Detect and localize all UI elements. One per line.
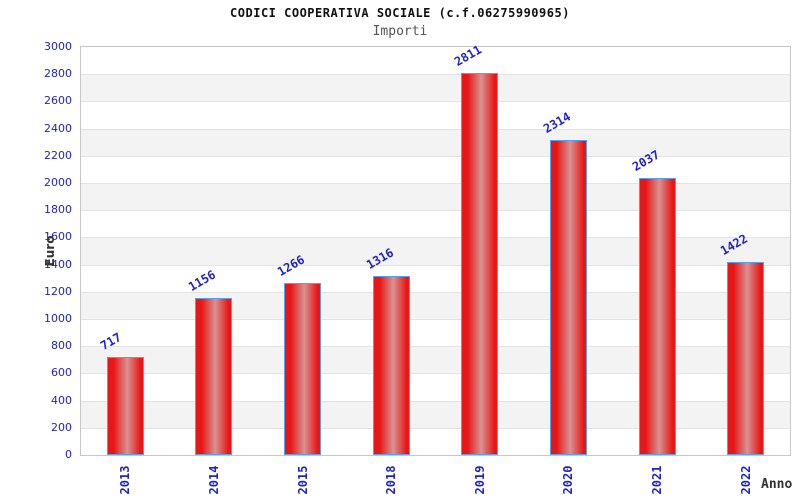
- bar-2020: [550, 140, 587, 455]
- gridline: [81, 427, 790, 429]
- plot-band: [81, 237, 790, 265]
- x-tick-label: 2013: [118, 465, 133, 495]
- bar-2015: [284, 283, 321, 455]
- bar-2018: [373, 276, 410, 455]
- gridline: [81, 264, 790, 266]
- y-tick-label: 1400: [44, 257, 72, 271]
- plot-band: [81, 400, 790, 428]
- chart-title: CODICI COOPERATIVA SOCIALE (c.f.06275990…: [230, 6, 570, 20]
- y-axis-label: Euro: [43, 235, 57, 267]
- plot-band: [81, 346, 790, 374]
- y-tick-label: 400: [51, 393, 72, 407]
- x-tick-label: 2014: [206, 465, 221, 495]
- x-tick-label: 2015: [295, 465, 310, 495]
- gridline: [81, 400, 790, 402]
- y-tick-label: 1000: [44, 312, 72, 325]
- gridline: [81, 373, 790, 375]
- y-tick-label: 0: [65, 448, 72, 461]
- bar-2022: [727, 262, 764, 455]
- y-tick-label: 800: [51, 339, 72, 353]
- bar-2019: [461, 73, 498, 455]
- y-tick-label: 2000: [44, 176, 72, 189]
- x-tick-label: 2022: [738, 465, 753, 495]
- x-axis-label: Anno: [761, 477, 793, 492]
- x-tick-label: 2019: [472, 465, 487, 495]
- y-tick-label: 200: [51, 420, 72, 434]
- y-tick-label: 2600: [44, 94, 72, 108]
- y-tick-label: 2400: [44, 121, 72, 135]
- y-tick-label: 600: [51, 366, 72, 380]
- gridline: [81, 101, 790, 103]
- x-tick-label: 2020: [561, 465, 576, 495]
- bar-2013: [107, 357, 144, 455]
- y-tick-label: 2800: [44, 67, 72, 81]
- gridline: [81, 128, 790, 130]
- y-tick-label: 2200: [44, 148, 72, 162]
- plot-band: [81, 128, 790, 156]
- gridline: [81, 319, 790, 320]
- bar-2021: [639, 178, 676, 455]
- plot-band: [81, 74, 790, 102]
- gridline: [81, 346, 790, 348]
- plot-band: [81, 291, 790, 319]
- gridline: [81, 291, 790, 293]
- gridline: [81, 210, 790, 212]
- gridline: [81, 183, 790, 184]
- x-tick-label: 2021: [650, 465, 665, 495]
- x-tick-label: 2018: [384, 465, 399, 495]
- y-tick-label: 1800: [44, 203, 72, 217]
- y-tick-label: 1200: [44, 284, 72, 298]
- plot-band: [81, 183, 790, 211]
- gridline: [81, 237, 790, 239]
- bar-2014: [195, 298, 232, 455]
- gridline: [81, 74, 790, 76]
- gridline: [81, 155, 790, 157]
- chart-subtitle: Importi: [372, 24, 428, 39]
- y-tick-label: 3000: [44, 40, 72, 53]
- y-tick-label: 1600: [44, 230, 72, 244]
